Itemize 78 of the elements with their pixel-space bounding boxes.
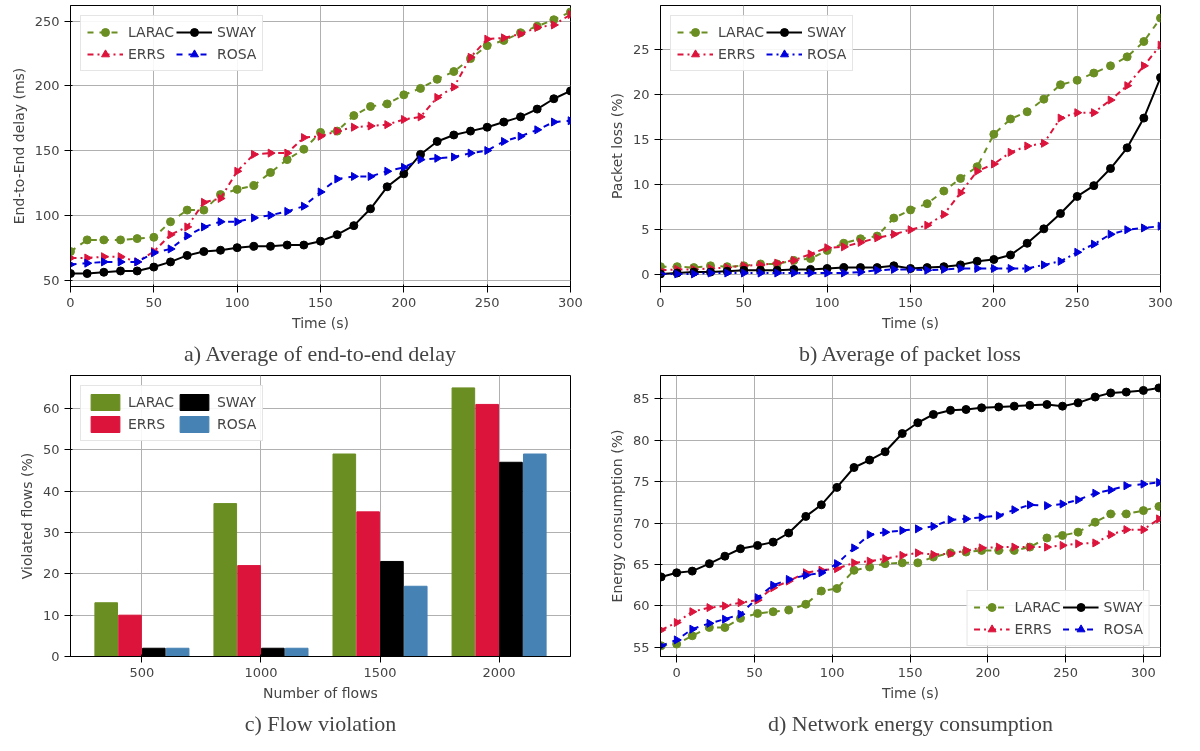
y-tick-label: 20	[42, 566, 60, 582]
legend-label: LARAC	[718, 24, 764, 40]
x-tick-label: 300	[1148, 294, 1173, 310]
x-tick-label: 300	[558, 294, 583, 310]
x-tick-label: 50	[735, 294, 753, 310]
legend-label: ROSA	[1103, 621, 1143, 637]
x-tick-label: 100	[224, 294, 250, 310]
y-tick-label: 60	[42, 401, 60, 417]
x-tick-label: 250	[1064, 294, 1090, 310]
y-tick-label: 10	[42, 607, 60, 623]
x-tick-label: 1000	[244, 664, 278, 680]
x-tick-label: 1500	[363, 664, 397, 680]
y-tick-label: 85	[632, 391, 650, 407]
x-axis-title: Time (s)	[881, 684, 939, 701]
legend-label: ERRS	[128, 416, 166, 432]
y-tick-label: 50	[42, 272, 60, 288]
x-tick-label: 200	[391, 294, 417, 310]
y-tick-label: 30	[42, 525, 60, 541]
text: a) Average of end-to-end delay	[183, 340, 456, 366]
y-tick-label: 80	[632, 432, 650, 448]
x-tick-label: 150	[898, 294, 923, 310]
x-axis-title: Time (s)	[291, 314, 349, 331]
x-axis-title: Number of flows	[263, 684, 378, 701]
legend-label: LARAC	[128, 394, 174, 410]
y-tick-label: 0	[51, 649, 60, 664]
x-tick-label: 250	[1053, 664, 1079, 680]
legend-label: SWAY	[1103, 599, 1143, 615]
legend-label: ERRS	[128, 46, 166, 62]
x-tick-label: 0	[656, 294, 665, 310]
legend-label: SWAY	[216, 24, 256, 40]
x-tick-label: 2000	[482, 664, 516, 680]
x-tick-label: 500	[129, 664, 155, 680]
legend-label: SWAY	[216, 394, 256, 410]
y-tick-label: 15	[632, 132, 650, 148]
y-axis-title: End-to-End delay (ms)	[10, 67, 27, 225]
y-axis-title: Packet loss (%)	[608, 93, 625, 199]
y-tick-label: 75	[632, 474, 650, 490]
text: b) Average of packet loss	[798, 340, 1021, 366]
x-tick-label: 150	[897, 664, 923, 680]
y-tick-label: 70	[632, 515, 650, 531]
x-axis-title: Time (s)	[881, 314, 939, 331]
x-tick-label: 150	[308, 294, 333, 310]
y-tick-label: 25	[632, 42, 650, 58]
x-tick-label: 0	[66, 294, 75, 310]
y-tick-label: 60	[632, 598, 650, 614]
text: d) Network energy consumption	[768, 710, 1053, 736]
legend-label: ROSA	[806, 46, 847, 62]
legend-label: ERRS	[718, 46, 756, 62]
x-tick-label: 100	[814, 294, 840, 310]
x-tick-label: 50	[145, 294, 163, 310]
x-tick-label: 200	[975, 664, 1001, 680]
y-tick-label: 50	[42, 442, 60, 458]
legend-label: ROSA	[216, 46, 257, 62]
y-tick-label: 65	[632, 556, 650, 572]
x-tick-label: 0	[672, 664, 681, 680]
y-tick-label: 100	[34, 207, 60, 223]
legend-label: ERRS	[1014, 621, 1052, 637]
legend-label: SWAY	[806, 24, 846, 40]
y-tick-label: 200	[34, 78, 60, 94]
x-tick-label: 100	[819, 664, 845, 680]
x-tick-label: 300	[1130, 664, 1156, 680]
y-tick-label: 5	[641, 222, 650, 238]
y-tick-label: 20	[632, 87, 650, 103]
y-axis-title: Violated flows (%)	[18, 452, 35, 580]
text: c) Flow violation	[244, 710, 397, 736]
y-axis-title: Energy consumption (%)	[608, 429, 625, 603]
y-tick-label: 150	[34, 143, 60, 159]
y-tick-label: 55	[632, 639, 650, 655]
y-tick-label: 0	[641, 267, 650, 283]
x-tick-label: 250	[474, 294, 500, 310]
legend-label: ROSA	[216, 416, 257, 432]
legend-label: LARAC	[128, 24, 174, 40]
y-tick-label: 10	[632, 177, 650, 193]
x-tick-label: 50	[746, 664, 763, 680]
legend-label: LARAC	[1014, 599, 1061, 615]
y-tick-label: 40	[42, 483, 60, 499]
x-tick-label: 200	[981, 294, 1007, 310]
y-tick-label: 250	[34, 13, 60, 29]
